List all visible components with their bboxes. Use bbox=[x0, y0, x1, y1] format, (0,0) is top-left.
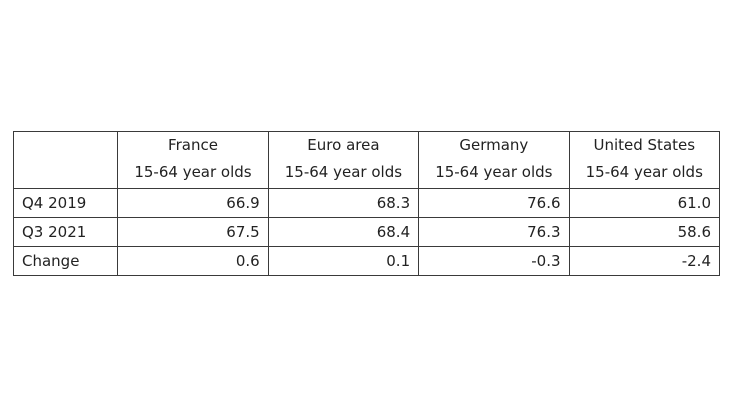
header-cell-empty bbox=[12, 131, 119, 189]
row-label: Change bbox=[12, 246, 119, 276]
header-cell-united-states: United States 15-64 year olds bbox=[568, 131, 721, 189]
table-row: Change 0.6 0.1 -0.3 -2.4 bbox=[12, 246, 721, 276]
table-header-row: France 15-64 year olds Euro area 15-64 y… bbox=[12, 131, 721, 189]
column-subtitle: 15-64 year olds bbox=[585, 163, 703, 181]
column-subtitle: 15-64 year olds bbox=[284, 163, 403, 181]
value-cell: 68.3 bbox=[267, 188, 420, 218]
value-cell: 58.6 bbox=[568, 217, 721, 247]
column-name: Euro area bbox=[307, 136, 380, 154]
row-label: Q4 2019 bbox=[12, 188, 119, 218]
value-cell: -0.3 bbox=[418, 246, 570, 276]
value-cell: 66.9 bbox=[117, 188, 269, 218]
value-cell: 68.4 bbox=[267, 217, 420, 247]
value-cell: 76.6 bbox=[418, 188, 570, 218]
data-table: France 15-64 year olds Euro area 15-64 y… bbox=[12, 131, 721, 276]
column-name: France bbox=[168, 136, 218, 154]
table-row: Q3 2021 67.5 68.4 76.3 58.6 bbox=[12, 217, 721, 247]
column-subtitle: 15-64 year olds bbox=[134, 163, 252, 181]
header-cell-germany: Germany 15-64 year olds bbox=[418, 131, 570, 189]
header-cell-euro-area: Euro area 15-64 year olds bbox=[267, 131, 420, 189]
column-subtitle: 15-64 year olds bbox=[435, 163, 553, 181]
value-cell: -2.4 bbox=[568, 246, 721, 276]
column-name: Germany bbox=[459, 136, 529, 154]
value-cell: 0.6 bbox=[117, 246, 269, 276]
table-row: Q4 2019 66.9 68.3 76.6 61.0 bbox=[12, 188, 721, 218]
column-name: United States bbox=[593, 136, 696, 154]
value-cell: 61.0 bbox=[568, 188, 721, 218]
row-label: Q3 2021 bbox=[12, 217, 119, 247]
value-cell: 67.5 bbox=[117, 217, 269, 247]
header-cell-france: France 15-64 year olds bbox=[117, 131, 269, 189]
value-cell: 0.1 bbox=[267, 246, 420, 276]
value-cell: 76.3 bbox=[418, 217, 570, 247]
